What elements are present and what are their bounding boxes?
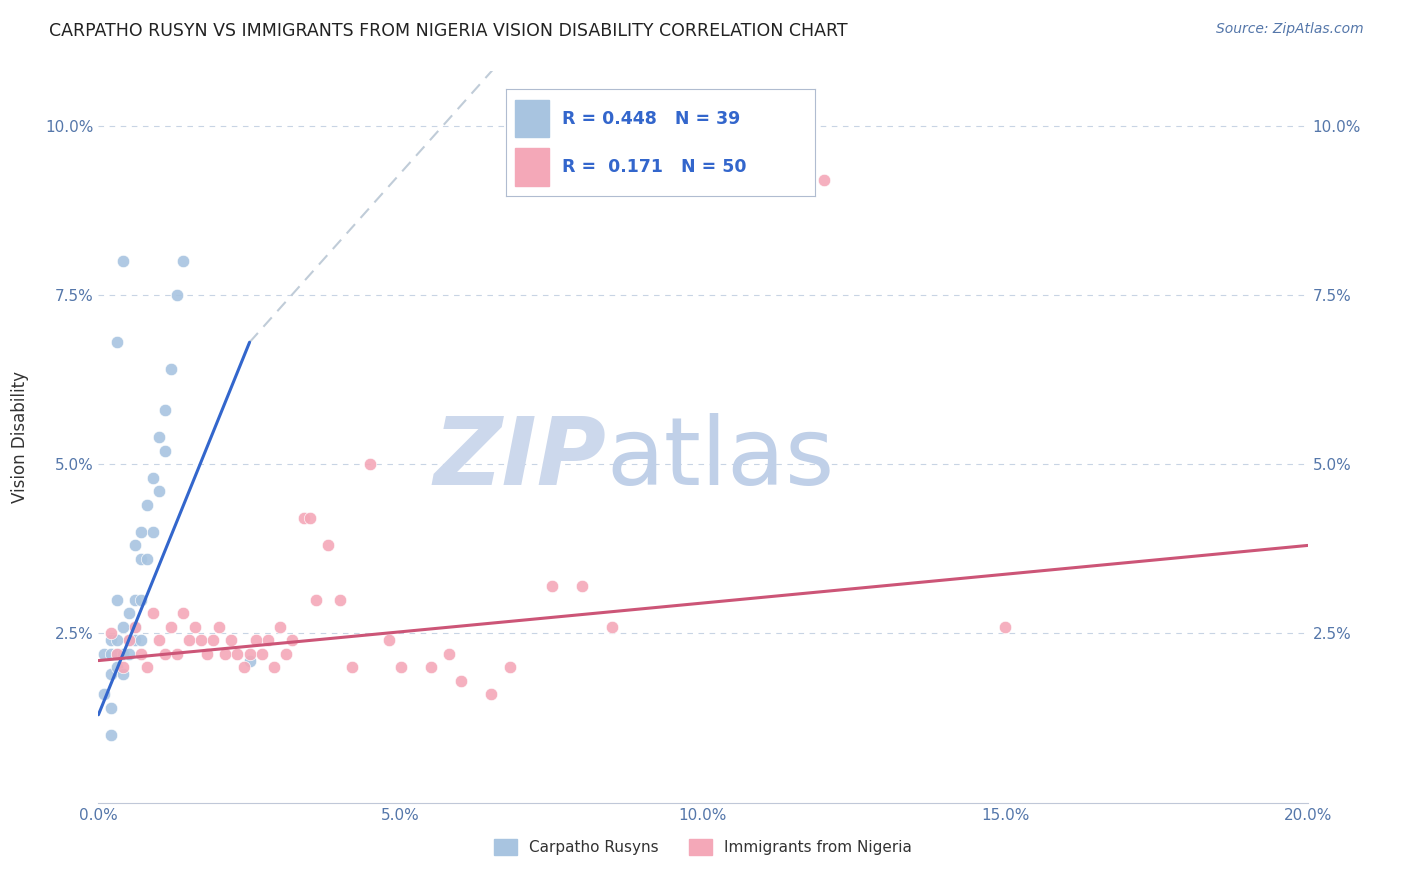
Point [450,673,472,688]
Point [389,660,412,674]
Y-axis label: Vision Disability: Vision Disability [10,371,28,503]
Point [269,620,291,634]
Point [100,728,122,742]
Point [135,498,157,512]
Point [437,647,460,661]
Point [239,647,262,661]
Point [135,552,157,566]
Text: ZIP: ZIP [433,413,606,505]
Point [124,620,146,634]
Text: Source: ZipAtlas.com: Source: ZipAtlas.com [1216,22,1364,37]
Point [118,633,141,648]
Point [329,592,352,607]
Point [105,633,128,648]
Point [360,457,382,471]
Point [105,335,128,350]
Point [250,647,273,661]
Point [118,647,141,661]
Point [124,633,146,648]
Point [232,660,254,674]
Point [100,647,122,661]
Point [153,443,176,458]
Text: atlas: atlas [606,413,835,505]
Point [105,660,128,674]
Point [166,647,188,661]
Point [118,633,141,648]
Point [148,430,170,444]
Point [93,647,115,661]
Point [498,660,520,674]
Point [142,471,165,485]
Point [118,606,141,620]
Point [100,701,122,715]
Point [142,524,165,539]
Point [166,288,188,302]
Point [129,592,152,607]
Point [124,620,146,634]
Point [111,660,134,674]
Bar [516,100,550,137]
Point [292,511,315,525]
Text: R = 0.448   N = 39: R = 0.448 N = 39 [562,110,740,128]
Point [994,620,1017,634]
Point [281,633,304,648]
Point [316,538,339,552]
Point [111,647,134,661]
Point [129,524,152,539]
Point [129,647,152,661]
Point [179,633,201,648]
Point [202,633,225,648]
Point [195,647,218,661]
Point [602,620,624,634]
Point [100,626,122,640]
Point [172,606,194,620]
Point [129,633,152,648]
Point [342,660,364,674]
Point [172,254,194,268]
Point [481,688,503,702]
Point [153,403,176,417]
Point [208,620,231,634]
Point [100,633,122,648]
Point [184,620,207,634]
Point [93,688,115,702]
Point [148,633,170,648]
Point [226,647,249,661]
Point [148,484,170,499]
Point [221,633,243,648]
Point [111,620,134,634]
Point [420,660,443,674]
Point [245,633,267,648]
Point [124,538,146,552]
Point [124,592,146,607]
Point [571,579,593,593]
Point [105,647,128,661]
Point [274,647,297,661]
Point [105,592,128,607]
Text: R =  0.171   N = 50: R = 0.171 N = 50 [562,158,747,176]
Point [299,511,322,525]
Point [100,667,122,681]
Point [129,552,152,566]
Point [160,620,183,634]
Point [305,592,328,607]
Text: CARPATHO RUSYN VS IMMIGRANTS FROM NIGERIA VISION DISABILITY CORRELATION CHART: CARPATHO RUSYN VS IMMIGRANTS FROM NIGERI… [49,22,848,40]
Point [135,660,157,674]
Point [111,254,134,268]
Point [153,647,176,661]
Point [263,660,285,674]
Point [214,647,236,661]
Point [256,633,278,648]
Legend: Carpatho Rusyns, Immigrants from Nigeria: Carpatho Rusyns, Immigrants from Nigeria [488,833,918,861]
Point [377,633,399,648]
Point [111,667,134,681]
Point [239,654,262,668]
Point [813,172,835,186]
Point [190,633,212,648]
Point [540,579,562,593]
Point [160,362,183,376]
Bar [516,148,550,186]
Point [142,606,165,620]
Point [105,647,128,661]
